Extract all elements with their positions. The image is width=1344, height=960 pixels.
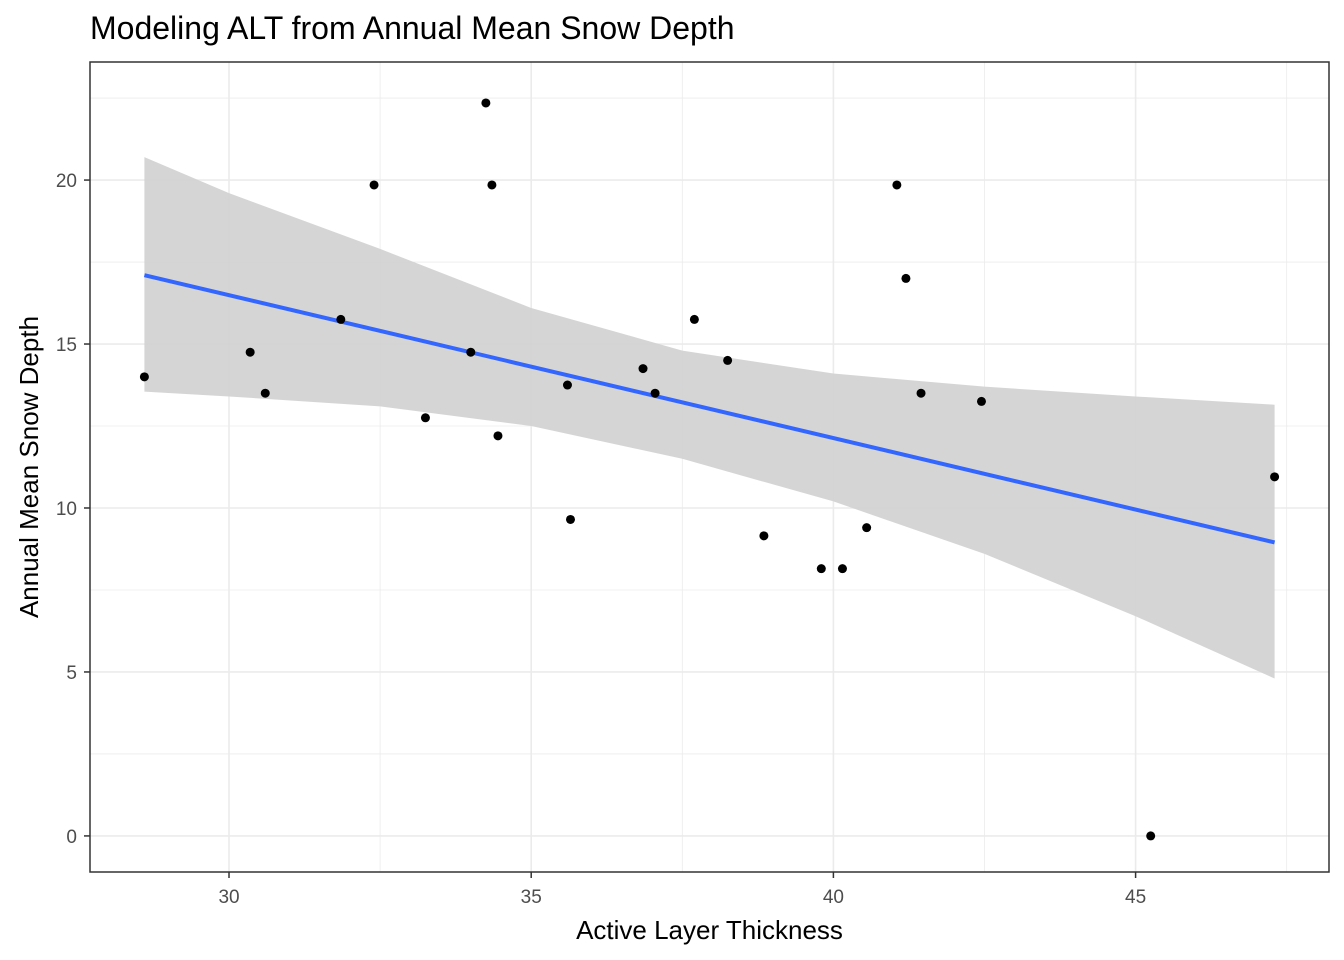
- data-point: [916, 388, 926, 398]
- y-tick-label: 20: [56, 171, 77, 192]
- data-point: [1270, 472, 1280, 482]
- data-point: [466, 347, 476, 357]
- y-axis-title: Annual Mean Snow Depth: [14, 316, 44, 618]
- data-point: [369, 180, 379, 190]
- x-tick-label: 45: [1125, 887, 1146, 908]
- major-gridlines: [90, 62, 1329, 872]
- y-tick-label: 5: [66, 663, 77, 684]
- data-point: [837, 564, 847, 574]
- data-point: [260, 388, 270, 398]
- data-point: [420, 413, 430, 423]
- data-point: [1146, 831, 1156, 841]
- data-points-layer: [139, 98, 1280, 841]
- data-point: [565, 514, 575, 524]
- confidence-band: [144, 157, 1275, 679]
- x-tick-label: 30: [218, 887, 239, 908]
- x-tick-label: 40: [823, 887, 844, 908]
- x-axis-title: Active Layer Thickness: [576, 915, 843, 945]
- data-point: [638, 364, 648, 374]
- data-point: [650, 388, 660, 398]
- y-tick-label: 0: [66, 827, 77, 848]
- data-point: [892, 180, 902, 190]
- data-point: [562, 380, 572, 390]
- data-point: [139, 372, 149, 382]
- x-tick-label: 35: [521, 887, 542, 908]
- confidence-band-layer: [144, 157, 1275, 679]
- y-axis: 0 5 10 15 20: [56, 171, 90, 848]
- y-tick-label: 10: [56, 499, 77, 520]
- data-point: [493, 431, 503, 441]
- data-point: [481, 98, 491, 108]
- chart-title: Modeling ALT from Annual Mean Snow Depth: [90, 10, 735, 46]
- panel-border: [89, 61, 1330, 873]
- regression-line: [143, 273, 1276, 545]
- data-point: [487, 180, 497, 190]
- data-point: [901, 273, 911, 283]
- data-point: [689, 314, 699, 324]
- data-point: [976, 396, 986, 406]
- data-point: [862, 523, 872, 533]
- y-tick-label: 15: [56, 335, 77, 356]
- data-point: [336, 314, 346, 324]
- data-point: [245, 347, 255, 357]
- data-point: [723, 355, 733, 365]
- data-point: [816, 564, 826, 574]
- data-point: [759, 531, 769, 541]
- x-axis: 30 35 40 45: [218, 872, 1146, 908]
- fit-line-layer: [143, 273, 1276, 545]
